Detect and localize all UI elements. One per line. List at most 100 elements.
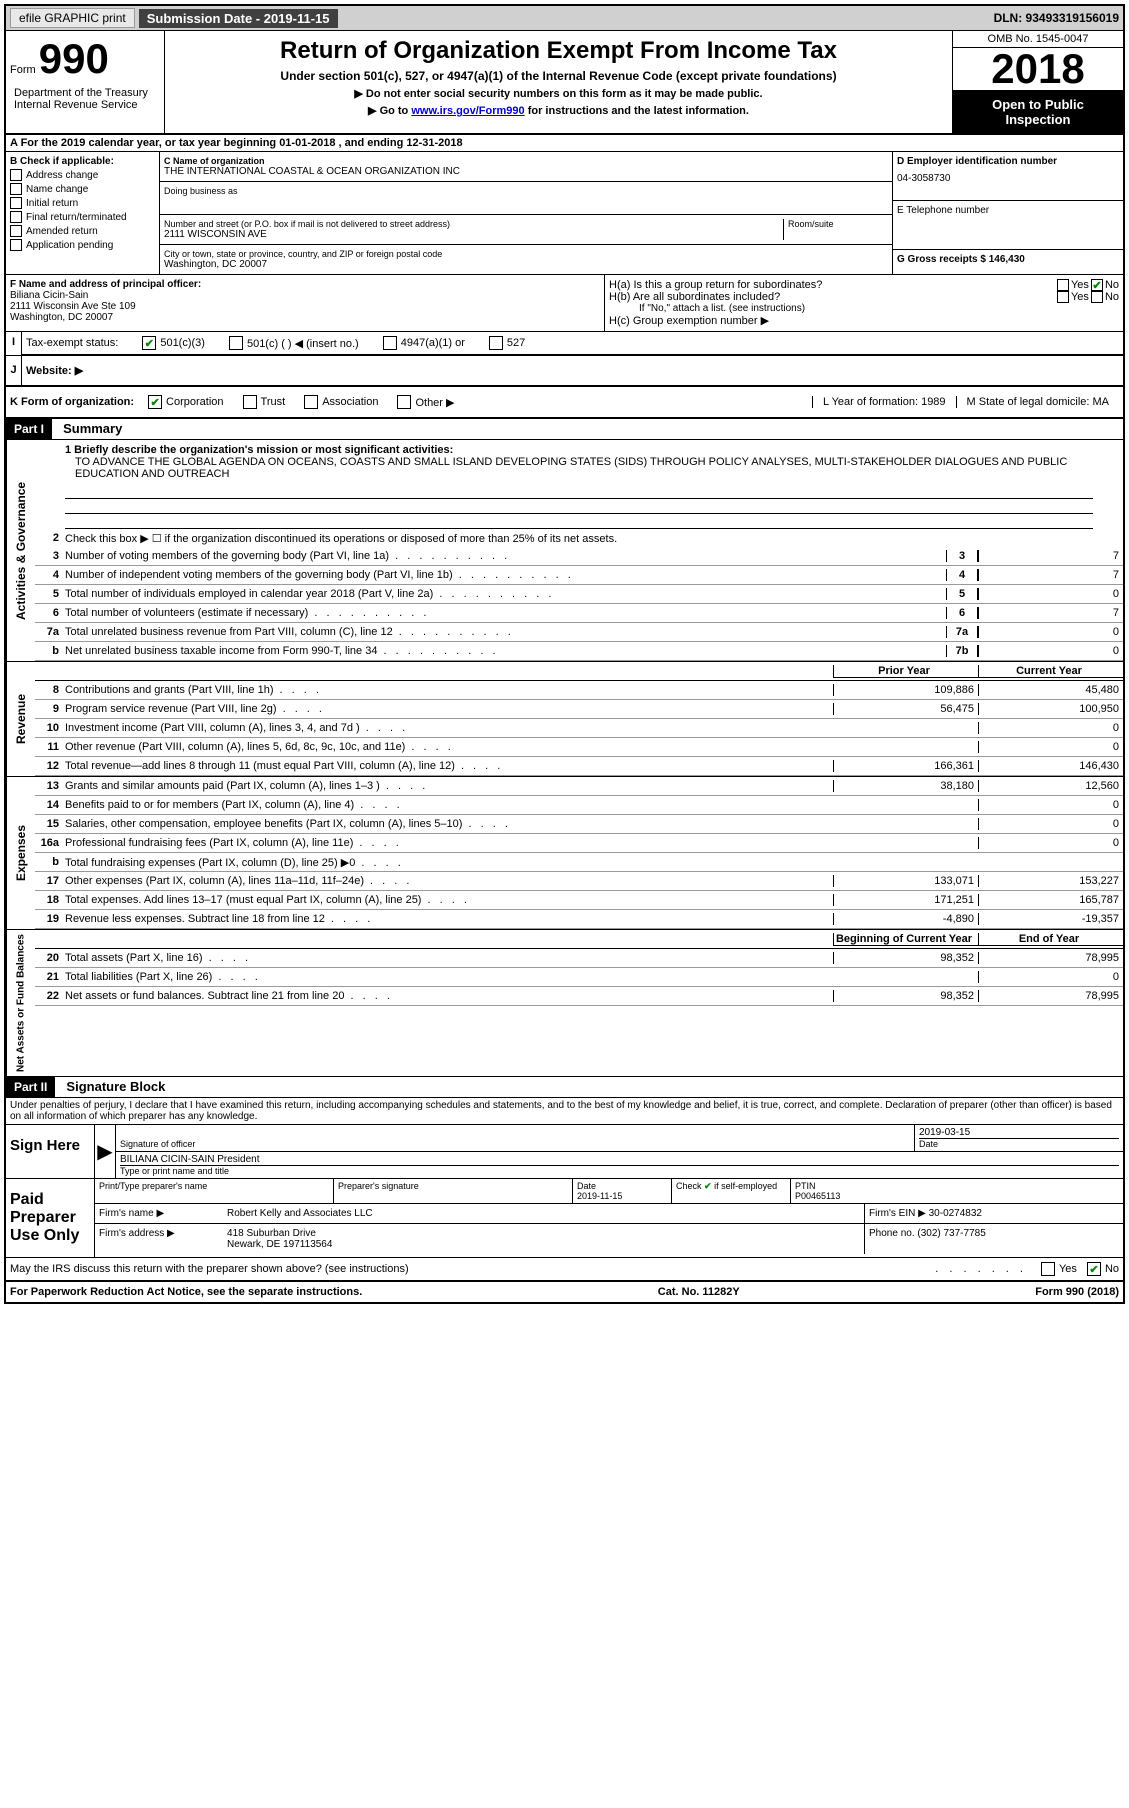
line-text: Contributions and grants (Part VIII, lin…	[65, 682, 833, 698]
header-right: OMB No. 1545-0047 2018 Open to Public In…	[952, 31, 1123, 133]
current-value: 153,227	[978, 875, 1123, 887]
chk-address-change[interactable]: Address change	[10, 169, 155, 181]
line-num: 5	[35, 588, 65, 600]
ha-yes-box[interactable]	[1057, 279, 1069, 291]
dots: . . . . . . .	[935, 1263, 1027, 1275]
line-num: 16a	[35, 837, 65, 849]
year-formation: L Year of formation: 1989	[812, 396, 956, 408]
line-value: 7	[978, 607, 1123, 619]
chk-initial-return[interactable]: Initial return	[10, 197, 155, 209]
line-num: 17	[35, 875, 65, 887]
yes-label: Yes	[1059, 1263, 1077, 1275]
print-name-label: Print/Type preparer's name	[95, 1179, 333, 1203]
discuss-yes-box[interactable]	[1041, 1262, 1055, 1276]
prior-value: 38,180	[833, 780, 978, 792]
prep-date: 2019-11-15	[577, 1191, 667, 1201]
line-text: Other expenses (Part IX, column (A), lin…	[65, 873, 833, 889]
501c3-label: 501(c)(3)	[160, 337, 205, 349]
sign-arrow-icon: ▶	[95, 1125, 116, 1178]
hb-no-box[interactable]	[1091, 291, 1103, 303]
line-text: Number of independent voting members of …	[65, 567, 946, 583]
line-num: 21	[35, 971, 65, 983]
instruction-link: ▶ Go to www.irs.gov/Form990 for instruct…	[171, 104, 946, 117]
line2-text: Check this box ▶ ☐ if the organization d…	[65, 530, 1123, 547]
no-label: No	[1105, 1263, 1119, 1275]
other-box[interactable]	[397, 395, 411, 409]
sign-here-row: Sign Here ▶ Signature of officer 2019-03…	[6, 1125, 1123, 1179]
line-item: 18 Total expenses. Add lines 13–17 (must…	[35, 891, 1123, 910]
side-expenses: Expenses	[6, 777, 35, 929]
line-text: Net unrelated business taxable income fr…	[65, 643, 946, 659]
527-box[interactable]	[489, 336, 503, 350]
efile-print-button[interactable]: efile GRAPHIC print	[10, 8, 135, 28]
net-assets-section: Net Assets or Fund Balances Beginning of…	[6, 930, 1123, 1077]
prior-value: 56,475	[833, 703, 978, 715]
mission-text: TO ADVANCE THE GLOBAL AGENDA ON OCEANS, …	[35, 456, 1123, 484]
current-value: 0	[978, 799, 1123, 811]
firm-addr1: 418 Suburban Drive	[227, 1228, 860, 1239]
hb-yes-box[interactable]	[1057, 291, 1069, 303]
line-text: Net assets or fund balances. Subtract li…	[65, 988, 833, 1004]
501c-box[interactable]	[229, 336, 243, 350]
yes-label: Yes	[1071, 291, 1089, 303]
current-value: 0	[978, 971, 1123, 983]
prep-date-label: Date	[577, 1181, 667, 1191]
discuss-row: May the IRS discuss this return with the…	[6, 1258, 1123, 1282]
line-num: 15	[35, 818, 65, 830]
officer-name-title: BILIANA CICIN-SAIN President	[120, 1154, 1119, 1165]
line-text: Total number of volunteers (estimate if …	[65, 605, 946, 621]
assoc-box[interactable]	[304, 395, 318, 409]
blank-line	[65, 514, 1093, 529]
current-year-header: Current Year	[978, 665, 1123, 678]
col-f-officer: F Name and address of principal officer:…	[6, 275, 605, 331]
header-row: Form 990 Department of the Treasury Inte…	[6, 31, 1123, 135]
chk-label: Application pending	[26, 240, 113, 251]
line-value: 0	[978, 588, 1123, 600]
state-domicile: M State of legal domicile: MA	[956, 396, 1119, 408]
revenue-section: Revenue Prior Year Current Year 8 Contri…	[6, 662, 1123, 777]
501c3-box[interactable]: ✔	[142, 336, 156, 350]
corp-label: Corporation	[166, 396, 223, 408]
line-num: b	[35, 645, 65, 657]
chk-name-change[interactable]: Name change	[10, 183, 155, 195]
chk-label: Final return/terminated	[26, 212, 127, 223]
line-num: 14	[35, 799, 65, 811]
hb-label: H(b) Are all subordinates included?	[609, 291, 1055, 303]
instruction-ssn: ▶ Do not enter social security numbers o…	[171, 87, 946, 100]
street-label: Number and street (or P.O. box if mail i…	[164, 219, 783, 229]
line-item: 12 Total revenue—add lines 8 through 11 …	[35, 757, 1123, 776]
c-name-label: C Name of organization	[164, 156, 888, 166]
preparer-row: Paid Preparer Use Only Print/Type prepar…	[6, 1179, 1123, 1258]
chk-amended[interactable]: Amended return	[10, 225, 155, 237]
irs-link[interactable]: www.irs.gov/Form990	[411, 105, 524, 117]
gross-receipts: G Gross receipts $ 146,430	[897, 254, 1119, 265]
chk-final-return[interactable]: Final return/terminated	[10, 211, 155, 223]
trust-box[interactable]	[243, 395, 257, 409]
instruction-pre: ▶ Go to	[368, 105, 411, 117]
ha-no-box[interactable]: ✔	[1091, 279, 1103, 291]
preparer-label: Paid Preparer Use Only	[6, 1179, 95, 1257]
line-text: Total number of individuals employed in …	[65, 586, 946, 602]
line-item: 16a Professional fundraising fees (Part …	[35, 834, 1123, 853]
4947-box[interactable]	[383, 336, 397, 350]
col-c-name-address: C Name of organization THE INTERNATIONAL…	[160, 152, 893, 274]
current-value: 146,430	[978, 760, 1123, 772]
trust-label: Trust	[261, 396, 286, 408]
chk-application-pending[interactable]: Application pending	[10, 239, 155, 251]
line-num: 18	[35, 894, 65, 906]
line-box: 7a	[946, 626, 978, 638]
hc-label: H(c) Group exemption number ▶	[609, 314, 1119, 327]
form-org-row: K Form of organization: ✔ Corporation Tr…	[6, 387, 1123, 419]
officer-name: Biliana Cicin-Sain	[10, 290, 600, 301]
corp-box[interactable]: ✔	[148, 395, 162, 409]
phone-label: E Telephone number	[897, 205, 1119, 216]
line-item: 3 Number of voting members of the govern…	[35, 547, 1123, 566]
begin-year-header: Beginning of Current Year	[833, 933, 978, 946]
discuss-no-box[interactable]: ✔	[1087, 1262, 1101, 1276]
line-num: 4	[35, 569, 65, 581]
submission-date-label: Submission Date - 2019-11-15	[139, 9, 338, 28]
line-item: 17 Other expenses (Part IX, column (A), …	[35, 872, 1123, 891]
side-governance: Activities & Governance	[6, 440, 35, 661]
current-value: 0	[978, 741, 1123, 753]
subtitle: Under section 501(c), 527, or 4947(a)(1)…	[171, 69, 946, 83]
